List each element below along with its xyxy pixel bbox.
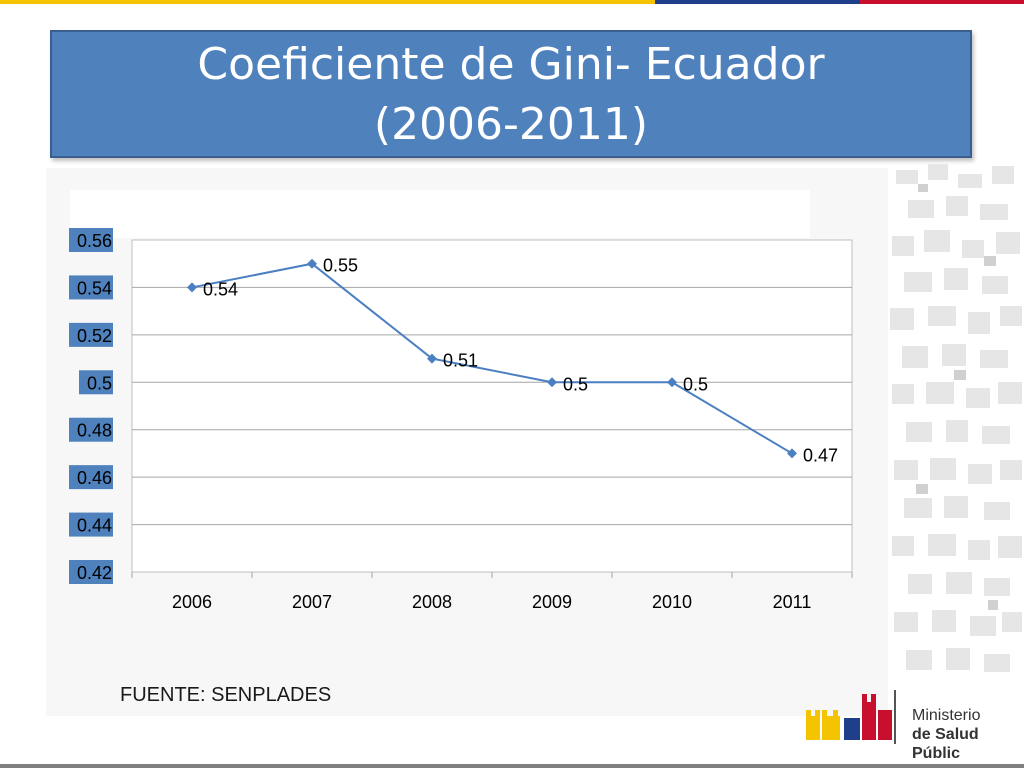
top-stripe-red [860,0,1024,4]
plot-area [131,239,853,573]
data-label: 0.47 [803,445,838,465]
y-tick-highlight [69,465,113,490]
data-point-marker [307,258,317,269]
title-box: Coeficiente de Gini- Ecuador (2006-2011) [50,30,972,158]
series-line [191,262,793,455]
ministry-logo-text: Ministerio de Salud Públic [912,706,1024,763]
y-tick-highlight [69,275,113,300]
y-tick-label: 0.56 [77,231,112,251]
data-point-marker [787,448,797,459]
ministry-logo-icon [806,690,896,744]
data-label: 0.5 [683,374,708,394]
decorative-mosaic-pattern [890,164,1022,672]
x-tick-label: 2007 [292,592,332,612]
data-label: 0.55 [323,256,358,276]
top-stripe-yellow [0,0,655,4]
y-tick-highlight [69,228,113,252]
slide-title-line-2: (2006-2011) [373,99,649,150]
chart-header-blank [70,190,810,238]
data-point-marker [667,377,677,388]
top-stripe-blue [655,0,860,4]
bottom-line [0,764,1024,768]
y-tick-label: 0.52 [77,326,112,346]
logo-line-1: Ministerio [912,707,981,724]
y-tick-highlight [79,370,113,395]
x-tick-label: 2008 [412,592,452,612]
y-tick-highlight [69,322,113,347]
data-label: 0.5 [563,374,588,394]
data-label: 0.54 [203,279,238,299]
slide-title-line-1: Coeficiente de Gini- Ecuador [197,39,825,90]
source-note: FUENTE: SENPLADES [120,684,332,706]
data-point-marker [187,282,197,293]
y-tick-label: 0.42 [77,563,112,583]
y-tick-highlight [69,560,113,584]
x-tick-label: 2011 [773,592,812,612]
y-tick-label: 0.44 [77,516,112,536]
data-label: 0.51 [443,351,478,371]
data-point-marker [547,377,557,388]
y-tick-highlight [69,417,113,442]
y-tick-highlight [69,512,113,537]
y-tick-label: 0.48 [77,421,112,441]
y-tick-label: 0.46 [77,468,112,488]
y-tick-label: 0.54 [77,278,112,298]
y-tick-label: 0.5 [87,373,112,393]
x-tick-label: 2009 [532,592,572,612]
data-point-marker [427,353,437,364]
logo-line-2: de Salud Públic [912,726,979,762]
x-tick-label: 2006 [172,592,212,612]
x-tick-label: 2010 [652,592,692,612]
